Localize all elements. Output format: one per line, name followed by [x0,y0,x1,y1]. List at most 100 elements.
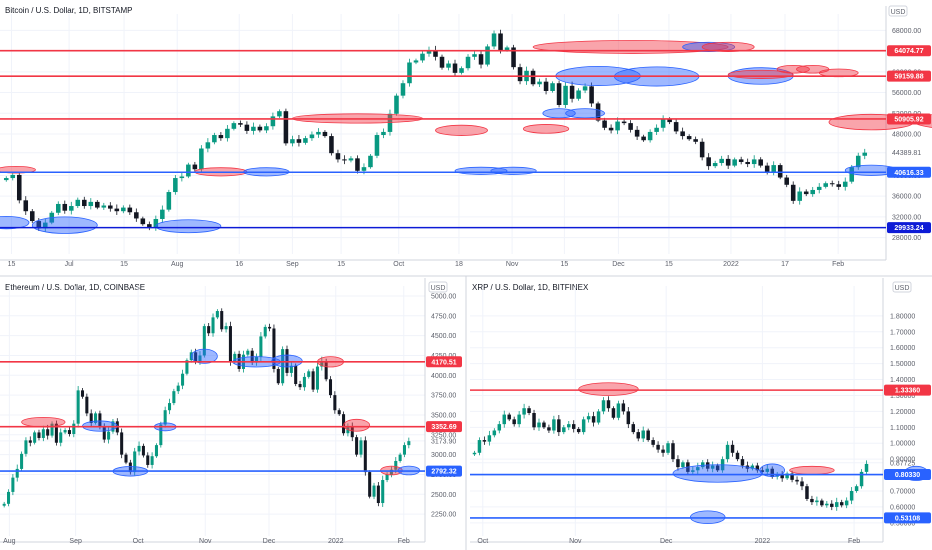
x-tick-label: Dec [660,538,673,545]
candle-body [487,435,492,442]
x-tick-label: Oct [477,538,488,545]
bitcoin-chart-background [0,0,932,276]
x-tick-label: Oct [393,261,404,268]
candle-body [281,349,285,384]
candle-body [381,131,386,136]
support-ellipse [190,348,218,364]
y-tick-label: 1.10000 [890,425,915,432]
support-ellipse [672,464,763,483]
candle-body [770,468,774,477]
candle-body [94,413,98,423]
candle-body [562,427,566,433]
candle-body [215,311,219,318]
candle-body [725,158,731,166]
candle-body [41,429,45,438]
bitcoin-chart-title: Bitcoin / U.S. Dollar, 1D, BITSTAMP [5,6,132,15]
candle-body [212,135,217,143]
candle-body [864,463,869,472]
candle-body [198,355,202,362]
currency-box [892,281,912,293]
xrp-chart-background [466,276,932,550]
candle-body [492,430,497,436]
candle-body [581,419,586,433]
candle-body [740,459,745,466]
candle-body [173,178,178,193]
candle-body [251,126,256,131]
y-tick-label: 1.70000 [890,329,915,336]
candle-body [498,33,503,51]
candle-body [477,440,482,453]
price-tag [884,384,931,396]
candle-body [636,432,640,439]
candle-body [507,414,511,420]
candle-body [681,462,685,468]
candle-body [276,368,280,384]
candle-body [224,326,228,330]
y-tick-label: 4500.00 [431,333,456,340]
price-tag [884,469,931,481]
candle-body [159,424,163,446]
y-tick-label: 0.87725 [890,460,915,467]
candle-body [764,165,770,172]
candle-body [797,191,802,201]
candle-body [75,199,81,207]
candle-body [88,201,94,207]
candle-body [361,167,367,171]
candle-body [527,408,531,413]
y-tick-label: 0.50000 [890,520,915,527]
candle-body [849,167,855,182]
candle-body [315,366,319,390]
candle-body [24,440,28,454]
candle-body [147,224,152,228]
candle-body [646,430,650,441]
candle-body [595,103,601,121]
resistance-ellipse [0,165,36,174]
candle-body [732,159,737,166]
candle-body [11,477,15,492]
price-tag [887,166,931,178]
price-tag-label: 0.80330 [895,472,920,479]
support-ellipse [565,108,605,119]
candle-body [28,440,32,443]
candle-body [660,119,666,128]
candle-body [576,90,581,99]
candle-body [98,413,102,427]
candle-body [335,153,341,160]
candle-body [472,452,477,455]
candle-body [750,465,755,469]
resistance-ellipse [776,64,810,74]
candle-body [407,441,411,446]
ethereum-chart-title: Ethereum / U.S. Dollar, 1D, COINBASE [5,283,145,292]
candle-body [439,56,445,68]
candle-body [745,161,750,165]
candle-body [137,445,141,452]
candle-body [108,205,113,209]
y-tick-label: 2250.00 [431,512,456,519]
candle-body [611,408,616,418]
candle-body [530,70,536,85]
candle-body [283,111,289,144]
y-tick-label: 3000.00 [431,452,456,459]
candle-body [54,423,58,443]
candle-body [582,86,588,91]
candle-body [36,221,42,229]
y-tick-label: 1.30000 [890,393,915,400]
candle-body [830,503,834,507]
candle-body [150,456,154,465]
candle-body [651,440,655,445]
candle-body [556,83,562,105]
candle-body [413,60,419,63]
candle-body [790,184,796,201]
candle-body [101,205,107,208]
candle-body [631,424,636,433]
candle-body [491,33,497,47]
candle-body [289,365,293,373]
candle-body [127,207,133,213]
price-tag [426,356,462,368]
candle-body [342,159,347,161]
price-tag [887,70,931,82]
y-tick-label: 1.00000 [890,441,915,448]
candle-body [163,410,167,425]
candle-body [167,403,172,411]
candle-body [294,365,298,385]
